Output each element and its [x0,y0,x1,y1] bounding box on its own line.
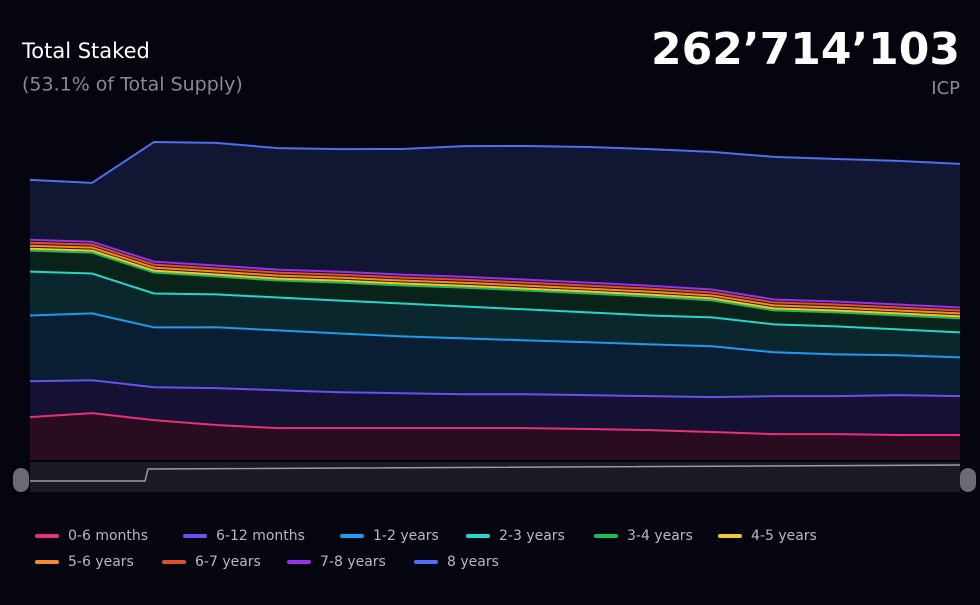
line [29,312,961,359]
area [30,313,960,398]
line [29,244,961,315]
legend-label[interactable]: 2-3 years [499,528,565,544]
line [29,249,961,320]
range-slider[interactable] [30,462,960,492]
legend-label[interactable]: 7-8 years [320,554,386,570]
legend-label[interactable]: 6-7 years [195,554,261,570]
line [29,241,961,312]
range-preview [30,464,961,482]
line [29,270,961,334]
chart-title: Total Staked [21,39,150,63]
legend-label[interactable]: 4-5 years [751,528,817,544]
legend-label[interactable]: 0-6 months [68,528,148,544]
area [30,250,960,333]
chart-subtitle: (53.1% of Total Supply) [22,74,243,96]
line [29,238,961,309]
line [29,247,961,318]
area [30,271,960,358]
line [29,379,961,399]
plot [29,140,961,460]
range-handle[interactable] [960,468,976,492]
line [29,412,960,437]
total-value: 262’714’103 [651,24,960,75]
area [30,380,960,436]
legend: 0-6 months 6-12 months 1-2 years 2-3 years 3… [35,528,817,570]
legend-label[interactable]: 5-6 years [68,554,134,570]
legend-label[interactable]: 6-12 months [216,528,305,544]
area [30,142,960,308]
legend-label[interactable]: 8 years [447,554,499,570]
range-handle[interactable] [13,468,29,492]
line [29,140,961,184]
area [30,413,960,460]
legend-label[interactable]: 1-2 years [373,528,439,544]
legend-label[interactable]: 3-4 years [627,528,693,544]
total-unit: ICP [931,78,960,99]
